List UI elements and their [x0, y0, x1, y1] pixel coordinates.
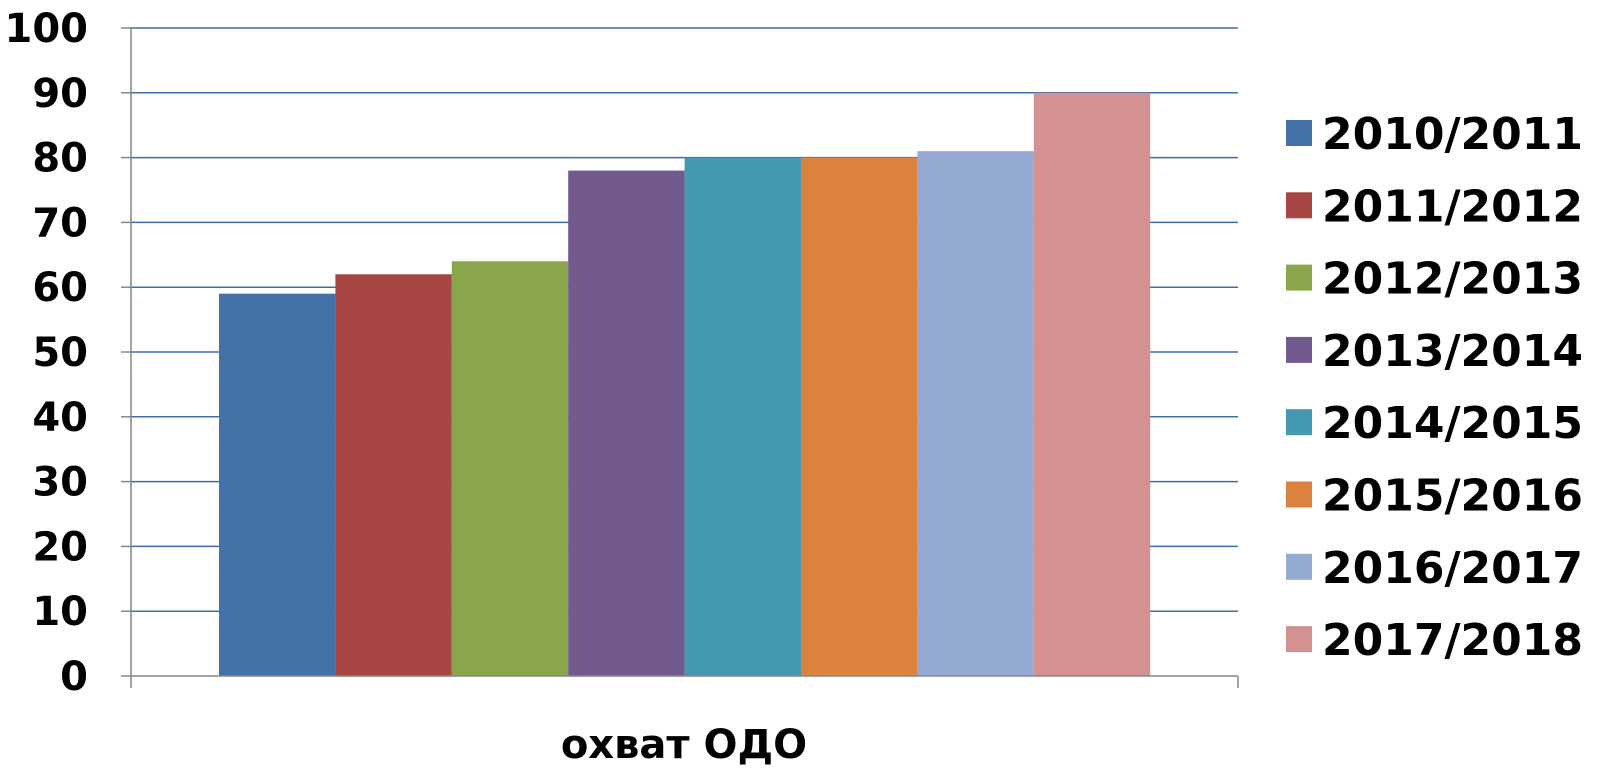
legend-swatch — [1286, 481, 1312, 508]
y-axis-tick-label: 50 — [32, 330, 88, 376]
y-axis-tick-label: 70 — [32, 200, 88, 246]
axes — [121, 27, 1239, 688]
y-axis-tick-label: 40 — [32, 395, 88, 441]
bar-2012-2013 — [451, 261, 569, 676]
legend-label: 2011/2012 — [1322, 181, 1583, 232]
legend-swatch — [1286, 553, 1312, 580]
legend-label: 2012/2013 — [1322, 254, 1583, 305]
legend-swatch — [1286, 409, 1312, 436]
legend: 2010/2011 2011/2012 2012/2013 2013/2014 2014… — [1286, 109, 1583, 666]
y-axis-tick-label: 0 — [60, 654, 88, 700]
bar-2016-2017 — [917, 151, 1034, 676]
y-axis-tick-label: 10 — [32, 589, 88, 635]
y-axis-tick-label: 60 — [32, 265, 88, 311]
bar-2017-2018 — [1033, 92, 1151, 677]
bar-2013-2014 — [568, 170, 685, 676]
legend-label: 2015/2016 — [1322, 471, 1583, 522]
y-axis-tick-label: 80 — [32, 136, 88, 182]
legend-swatch — [1286, 120, 1312, 146]
legend-swatch — [1286, 192, 1312, 219]
legend-label: 2017/2018 — [1322, 615, 1583, 666]
legend-swatch — [1286, 626, 1312, 653]
bar-2010-2011 — [219, 293, 336, 676]
y-axis-tick-label: 100 — [5, 6, 89, 52]
y-axis-tick-label: 30 — [32, 460, 88, 506]
bar-2015-2016 — [801, 157, 918, 677]
legend-swatch — [1286, 336, 1312, 363]
legend-label: 2014/2015 — [1322, 398, 1583, 449]
legend-label: 2013/2014 — [1322, 326, 1583, 377]
x-axis-category-label: охват ОДО — [561, 722, 807, 768]
bars — [219, 92, 1151, 677]
legend-label: 2016/2017 — [1322, 543, 1583, 594]
y-axis-tick-label: 20 — [32, 524, 88, 570]
y-axis-tick-label: 90 — [32, 71, 88, 117]
legend-swatch — [1286, 264, 1312, 291]
y-axis-tick-labels: 0 10 20 30 40 50 60 70 80 90 100 — [5, 6, 89, 700]
bar-2011-2012 — [335, 274, 452, 676]
legend-label: 2010/2011 — [1322, 109, 1583, 160]
bar-2014-2015 — [684, 157, 801, 677]
